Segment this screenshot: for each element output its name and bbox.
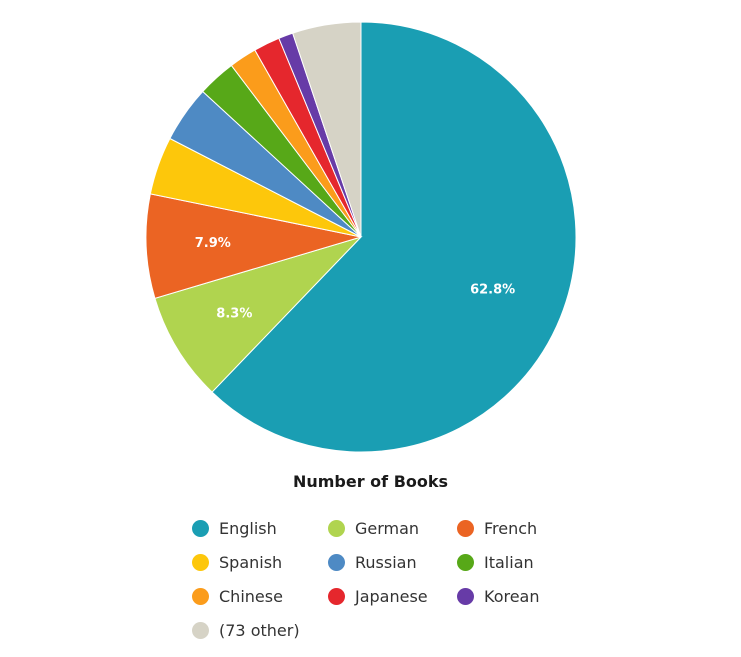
- legend-item-russian[interactable]: Russian: [328, 548, 417, 576]
- legend-swatch: [457, 519, 474, 537]
- pie-slices: [145, 21, 577, 453]
- legend-swatch: [192, 553, 209, 571]
- legend-item-chinese[interactable]: Chinese: [192, 582, 283, 610]
- legend-label: (73 other): [219, 620, 300, 640]
- slice-label-english: 62.8%: [470, 282, 515, 297]
- pie-slice-german[interactable]: [154, 235, 363, 393]
- legend-item-german[interactable]: German: [328, 514, 419, 542]
- legend-swatch: [457, 553, 474, 571]
- legend-label: Korean: [484, 586, 540, 606]
- legend-swatch: [328, 587, 345, 605]
- legend-swatch: [328, 519, 345, 537]
- legend-item-73-other[interactable]: (73 other): [192, 616, 300, 644]
- legend-label: Spanish: [219, 552, 283, 572]
- legend-label: German: [355, 518, 420, 538]
- legend-label: French: [484, 518, 538, 538]
- legend-item-english[interactable]: English: [192, 514, 277, 542]
- pie-plot-area: 62.8% 8.3% 7.9%: [145, 21, 577, 453]
- legend-label: Chinese: [219, 586, 283, 606]
- chart-title: Number of Books: [292, 472, 449, 491]
- legend-swatch: [192, 519, 209, 537]
- pie-slice-french[interactable]: [145, 193, 362, 299]
- legend-item-spanish[interactable]: Spanish: [192, 548, 282, 576]
- slice-label-french: 7.9%: [195, 236, 231, 251]
- legend-label: Japanese: [355, 586, 428, 606]
- legend-swatch: [192, 621, 209, 639]
- legend-item-italian[interactable]: Italian: [457, 548, 534, 576]
- legend-swatch: [328, 553, 345, 571]
- legend-swatch: [192, 587, 209, 605]
- legend-swatch: [457, 587, 474, 605]
- legend-item-japanese[interactable]: Japanese: [328, 582, 428, 610]
- pie-slice-english[interactable]: [211, 21, 577, 453]
- legend-item-korean[interactable]: Korean: [457, 582, 540, 610]
- slice-label-german: 8.3%: [216, 307, 252, 322]
- legend-label: Russian: [355, 552, 417, 572]
- pie-slice-73-other[interactable]: [292, 21, 362, 238]
- pie-slice-labels: 62.8% 8.3% 7.9%: [195, 236, 515, 322]
- legend-label: Italian: [484, 552, 534, 572]
- legend-label: English: [219, 518, 277, 538]
- legend-item-french[interactable]: French: [457, 514, 537, 542]
